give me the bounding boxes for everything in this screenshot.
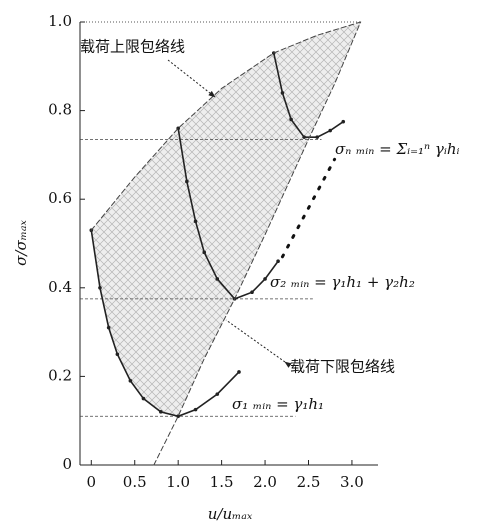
annotation: σ₁ ₘᵢₙ = γ₁h₁	[232, 395, 324, 413]
point	[141, 396, 146, 401]
x-tick-label: 1.0	[166, 473, 190, 491]
annotation: 载荷上限包络线	[80, 38, 185, 56]
point	[263, 277, 267, 281]
point	[237, 370, 241, 374]
y-tick-label: 0.6	[48, 189, 72, 207]
y-tick-label: 0.8	[48, 101, 72, 119]
point	[98, 286, 102, 290]
y-tick-label: 0.4	[48, 278, 72, 296]
x-tick-label: 2.5	[297, 473, 321, 491]
annotation-arrow	[167, 59, 216, 98]
point	[128, 379, 133, 383]
point	[193, 407, 198, 412]
x-tick-label: 3.0	[340, 473, 364, 491]
point	[185, 179, 189, 184]
point	[341, 119, 346, 124]
point	[328, 128, 333, 133]
annotation: σ₂ ₘᵢₙ = γ₁h₁ + γ₂h₂	[270, 273, 415, 291]
point	[215, 277, 220, 281]
x-tick-label: 0	[87, 473, 97, 491]
x-axis-label: u/uₘₐₓ	[208, 505, 253, 523]
annotation: 载荷下限包络线	[290, 358, 395, 376]
x-tick-label: 1.5	[210, 473, 234, 491]
x-tick-label: 2.0	[253, 473, 277, 491]
point	[215, 392, 220, 396]
point	[158, 410, 163, 414]
point	[115, 352, 120, 357]
point	[106, 325, 111, 330]
point	[302, 135, 306, 139]
y-tick-label: 0	[62, 455, 72, 473]
point	[202, 250, 207, 255]
envelope-line	[90, 21, 362, 231]
point	[289, 117, 293, 122]
annotation-arrow	[225, 319, 292, 368]
envelope-region	[91, 22, 361, 417]
point	[276, 259, 280, 264]
x-tick-label: 0.5	[123, 473, 147, 491]
point	[176, 414, 180, 419]
point	[315, 135, 319, 139]
y-tick-label: 1.0	[48, 12, 72, 30]
y-axis-label: σ/σₘₐₓ	[12, 219, 30, 265]
point	[193, 219, 198, 224]
envelope-line	[153, 21, 362, 466]
point	[280, 91, 285, 95]
point	[250, 290, 254, 295]
dotted-trend	[280, 157, 337, 259]
y-tick-label: 0.2	[48, 366, 72, 384]
annotation: σₙ ₘᵢₙ = Σᵢ₌₁ⁿ γᵢhᵢ	[335, 140, 460, 158]
